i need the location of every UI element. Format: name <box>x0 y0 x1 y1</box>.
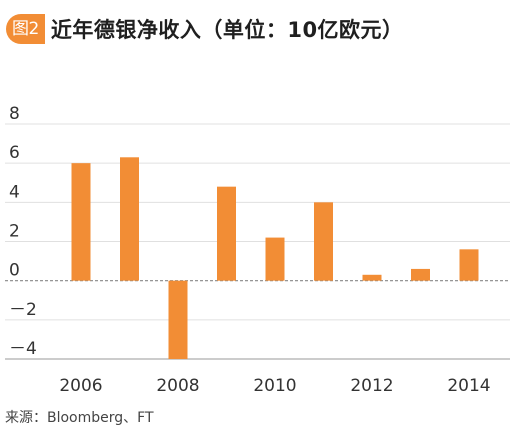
bar-2006 <box>71 163 91 281</box>
bar-2007 <box>120 157 139 281</box>
bar-2013 <box>411 268 430 281</box>
y-tick-label: 8 <box>9 104 20 124</box>
x-tick-label: 2006 <box>59 376 102 396</box>
figure-badge: 图2 <box>6 14 45 44</box>
bar-2011 <box>314 202 333 281</box>
bar-2010 <box>265 237 285 281</box>
chart-title: 近年德银净收入（单位：10亿欧元） <box>50 18 404 42</box>
chart-header: 图2 近年德银净收入（单位：10亿欧元） <box>6 12 404 46</box>
source-note: 来源：Bloomberg、FT <box>5 410 154 426</box>
y-tick-label: 0 <box>9 261 20 281</box>
y-tick-label: －2 <box>9 300 37 320</box>
bar-2014 <box>459 249 479 281</box>
bar-2012 <box>362 274 382 281</box>
y-tick-label: 4 <box>9 182 20 202</box>
x-tick-label: 2010 <box>253 376 296 396</box>
y-tick-label: 6 <box>9 143 20 163</box>
y-tick-label: 2 <box>9 222 20 242</box>
bar-2008 <box>168 280 188 359</box>
x-tick-label: 2008 <box>156 376 199 396</box>
y-tick-label: －4 <box>9 339 37 359</box>
x-tick-label: 2014 <box>447 376 490 396</box>
bar-2009 <box>217 186 236 281</box>
x-tick-label: 2012 <box>350 376 393 396</box>
